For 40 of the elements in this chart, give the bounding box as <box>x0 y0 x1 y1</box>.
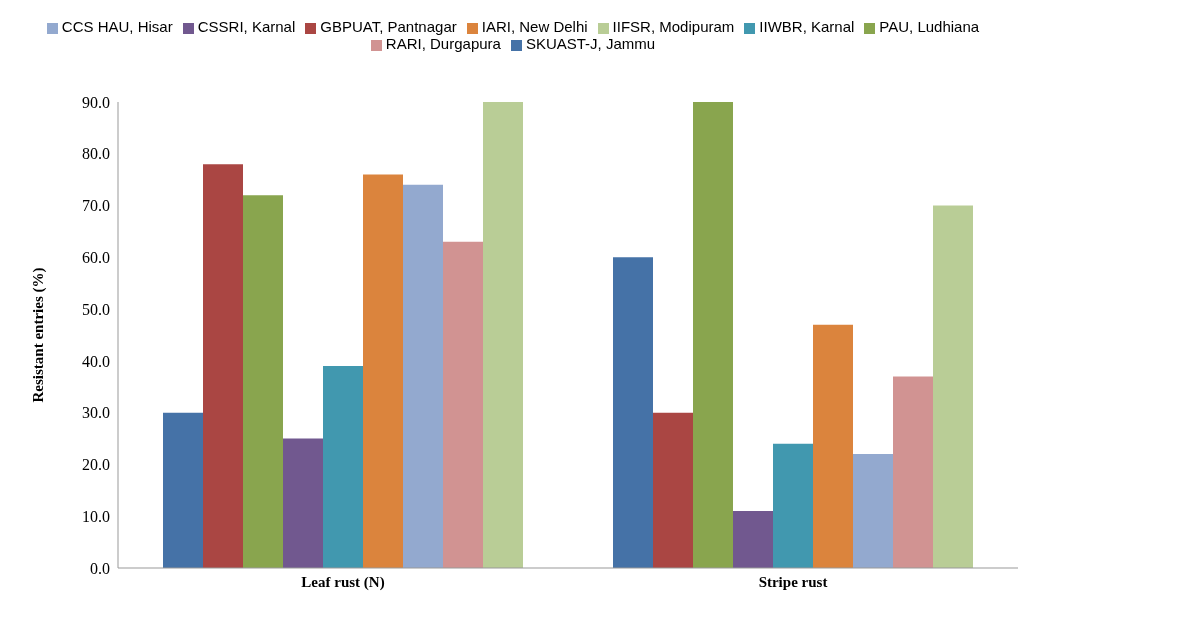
bar <box>163 412 203 568</box>
bar <box>483 102 523 568</box>
bar <box>813 324 853 568</box>
bar <box>203 164 243 568</box>
bar <box>443 241 483 568</box>
y-tick-label: 90.0 <box>82 93 110 111</box>
legend-label: IIFSR, Modipuram <box>612 18 735 35</box>
bar <box>933 205 973 568</box>
x-tick-label: Stripe rust <box>758 573 828 590</box>
bar <box>693 102 733 568</box>
bar <box>773 443 813 568</box>
legend-label: RARI, Durgapura <box>385 35 501 52</box>
y-tick-label: 10.0 <box>82 507 110 525</box>
y-tick-label: 70.0 <box>82 197 110 215</box>
bar <box>243 195 283 568</box>
legend-label: GBPUAT, Pantnagar <box>320 18 457 35</box>
bar <box>363 174 403 568</box>
bar <box>613 257 653 568</box>
bar <box>853 454 893 568</box>
legend-label: CSSRI, Karnal <box>197 18 296 35</box>
legend-label: SKUAST-J, Jammu <box>525 35 656 52</box>
legend-label: CCS HAU, Hisar <box>61 18 173 35</box>
bar <box>403 184 443 568</box>
bar <box>283 438 323 568</box>
y-tick-label: 0.0 <box>90 559 110 577</box>
y-tick-label: 30.0 <box>82 404 110 422</box>
legend-label: IIWBR, Karnal <box>759 18 855 35</box>
bar <box>323 366 363 568</box>
y-tick-label: 20.0 <box>82 456 110 474</box>
legend-label: IARI, New Delhi <box>481 18 588 35</box>
bar <box>893 376 933 568</box>
y-tick-label: 60.0 <box>82 249 110 267</box>
y-tick-label: 50.0 <box>82 300 110 318</box>
y-tick-label: 80.0 <box>82 145 110 163</box>
legend-label: PAU, Ludhiana <box>879 18 980 35</box>
y-axis-title: Resistant entries (%) <box>30 267 48 403</box>
bar <box>733 511 773 568</box>
bar <box>653 412 693 568</box>
y-tick-label: 40.0 <box>82 352 110 370</box>
x-tick-label: Leaf rust (N) <box>301 573 385 591</box>
